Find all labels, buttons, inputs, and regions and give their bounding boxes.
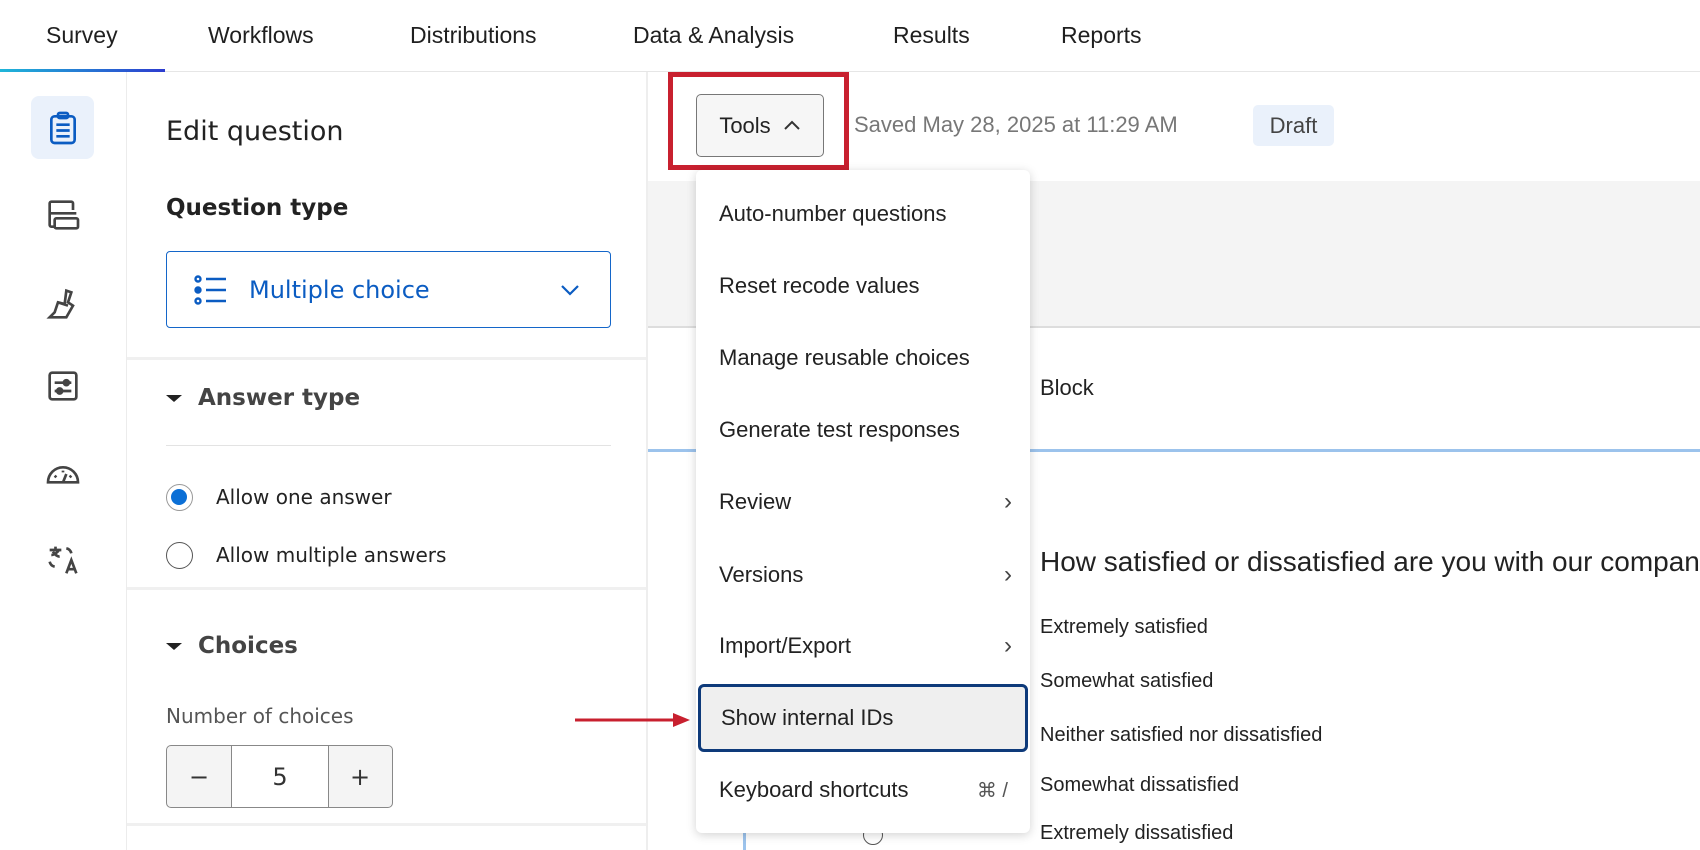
sliders-icon[interactable] <box>31 354 94 417</box>
annotation-highlight-box <box>668 72 849 170</box>
choice-4[interactable]: Somewhat dissatisfied <box>1040 774 1239 796</box>
menu-item-label: Keyboard shortcuts <box>719 777 909 802</box>
menu-item-reset-recode[interactable]: Reset recode values <box>696 252 1030 320</box>
choices-count-input[interactable]: 5 <box>232 746 329 807</box>
chevron-right-icon: › <box>1004 561 1012 588</box>
question-text[interactable]: How satisfied or dissatisfied are you wi… <box>1040 546 1700 577</box>
choices-stepper: − 5 + <box>166 745 393 808</box>
saved-timestamp: Saved May 28, 2025 at 11:29 AM <box>854 112 1178 137</box>
caret-down-icon <box>166 394 182 402</box>
menu-item-label: Reset recode values <box>719 273 920 298</box>
menu-item-show-internal-ids[interactable]: Show internal IDs <box>698 684 1028 752</box>
block-title[interactable]: Block <box>1040 375 1094 400</box>
edit-question-panel: Edit question Question type Multiple cho… <box>127 72 648 850</box>
choices-heading: Choices <box>198 633 298 659</box>
menu-item-label: Auto-number questions <box>719 201 947 226</box>
menu-item-label: Review <box>719 489 792 514</box>
question-type-value: Multiple choice <box>249 275 430 304</box>
menu-item-label: Generate test responses <box>719 417 960 442</box>
tab-reports[interactable]: Reports <box>1061 22 1142 48</box>
increment-button[interactable]: + <box>349 762 371 791</box>
paintbrush-icon[interactable] <box>31 272 94 335</box>
shortcut-hint: ⌘ / <box>976 779 1008 802</box>
number-of-choices-label: Number of choices <box>166 704 354 728</box>
choices-section-toggle[interactable]: Choices <box>166 633 298 659</box>
choice-3[interactable]: Neither satisfied nor dissatisfied <box>1040 724 1323 746</box>
answer-type-section-toggle[interactable]: Answer type <box>166 385 360 411</box>
tools-button[interactable]: Tools <box>696 94 824 157</box>
menu-item-import-export[interactable]: Import/Export › <box>696 612 1030 680</box>
chevron-right-icon: › <box>1004 488 1012 515</box>
choice-2[interactable]: Somewhat satisfied <box>1040 670 1214 692</box>
chevron-right-icon: › <box>1004 632 1012 659</box>
section-divider <box>127 587 646 590</box>
block-selected-line <box>648 449 1700 452</box>
chevron-down-icon <box>560 284 580 296</box>
allow-multiple-answers-label[interactable]: Allow multiple answers <box>216 543 447 567</box>
top-navigation: Survey Workflows Distributions Data & An… <box>0 0 1700 72</box>
section-divider <box>127 823 646 826</box>
tab-workflows[interactable]: Workflows <box>208 22 314 48</box>
menu-item-versions[interactable]: Versions › <box>696 541 1030 609</box>
menu-item-label: Show internal IDs <box>721 705 894 730</box>
tab-results[interactable]: Results <box>893 22 970 48</box>
menu-item-label: Versions <box>719 562 804 587</box>
choice-1[interactable]: Extremely satisfied <box>1040 616 1208 638</box>
radio-allow-one-answer[interactable] <box>166 484 193 511</box>
list-icon <box>193 274 229 306</box>
question-type-label: Question type <box>166 195 349 221</box>
annotation-arrow-icon <box>575 713 690 727</box>
answer-type-heading: Answer type <box>198 385 361 411</box>
tools-menu: Auto-number questions Reset recode value… <box>696 170 1030 833</box>
section-divider <box>127 357 646 360</box>
radio-allow-multiple-answers[interactable] <box>166 542 193 569</box>
decrement-button[interactable]: − <box>167 746 232 807</box>
caret-down-icon <box>166 642 182 650</box>
tab-data-analysis[interactable]: Data & Analysis <box>633 22 795 48</box>
tab-distributions[interactable]: Distributions <box>410 22 537 48</box>
menu-item-generate-test-responses[interactable]: Generate test responses <box>696 396 1030 464</box>
status-badge: Draft <box>1253 105 1334 146</box>
question-type-dropdown[interactable]: Multiple choice <box>166 251 611 328</box>
gauge-icon[interactable] <box>31 442 94 505</box>
menu-item-label: Import/Export <box>719 633 852 658</box>
tools-label: Tools <box>719 112 771 138</box>
menu-item-keyboard-shortcuts[interactable]: Keyboard shortcuts ⌘ / <box>696 756 1030 824</box>
panel-title: Edit question <box>166 116 344 147</box>
allow-one-answer-label[interactable]: Allow one answer <box>216 485 392 509</box>
tab-survey[interactable]: Survey <box>46 22 118 48</box>
blocks-icon[interactable] <box>31 183 94 246</box>
active-tab-indicator <box>0 69 165 72</box>
menu-item-review[interactable]: Review › <box>696 468 1030 536</box>
translate-icon[interactable] <box>31 528 94 591</box>
tool-rail <box>0 72 127 850</box>
chevron-up-icon <box>783 120 801 131</box>
clipboard-icon[interactable] <box>31 96 94 159</box>
menu-item-manage-reusable-choices[interactable]: Manage reusable choices <box>696 324 1030 392</box>
menu-item-auto-number[interactable]: Auto-number questions <box>696 180 1030 248</box>
menu-item-label: Manage reusable choices <box>719 345 970 370</box>
choice-5[interactable]: Extremely dissatisfied <box>1040 822 1234 844</box>
divider <box>166 445 611 446</box>
